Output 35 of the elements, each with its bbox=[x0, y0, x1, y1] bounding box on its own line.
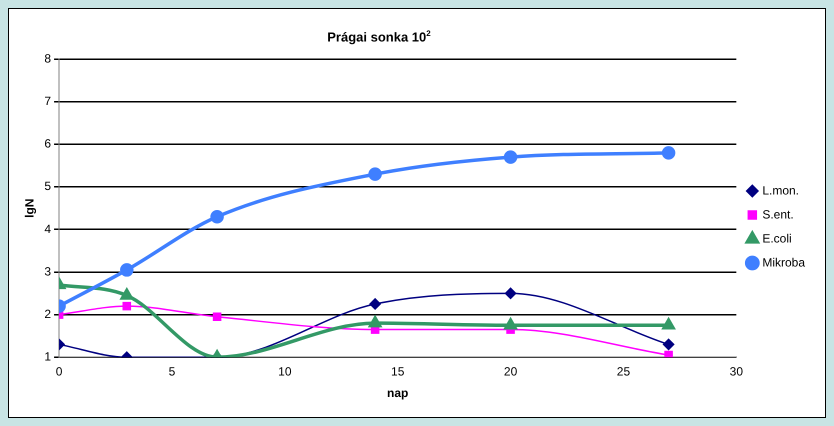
point bbox=[504, 150, 518, 164]
y-tick-label: 8 bbox=[44, 52, 52, 66]
point bbox=[212, 312, 222, 322]
chart-title: Prágai sonka 10$^{2}$ bbox=[326, 29, 432, 44]
x-tick-label: 15 bbox=[391, 364, 405, 379]
point bbox=[369, 316, 382, 328]
y-tick-label: 2 bbox=[44, 306, 52, 321]
point bbox=[210, 210, 224, 224]
point bbox=[662, 146, 676, 160]
x-tick-label: 20 bbox=[504, 364, 518, 379]
x-tick-label: 5 bbox=[168, 364, 176, 379]
point bbox=[122, 302, 132, 310]
legend-label: E.coli bbox=[762, 231, 792, 246]
point bbox=[120, 288, 133, 300]
point bbox=[369, 298, 381, 310]
point bbox=[504, 288, 516, 300]
y-tick-label: 6 bbox=[44, 136, 52, 151]
x-tick-label: 10 bbox=[278, 364, 292, 379]
legend-label: L.mon. bbox=[762, 183, 800, 198]
x-tick-label: 30 bbox=[730, 364, 744, 379]
x-tick-label: 25 bbox=[616, 364, 630, 379]
y-tick-label: 5 bbox=[44, 179, 52, 194]
point bbox=[662, 338, 674, 350]
y-tick-label: 1 bbox=[44, 350, 52, 364]
legend-label: Mikroba bbox=[762, 255, 806, 270]
point bbox=[664, 350, 673, 358]
point bbox=[368, 167, 382, 181]
y-axis-title: lgN bbox=[22, 198, 37, 218]
x-axis-title: nap bbox=[387, 386, 408, 400]
x-tick-label: 0 bbox=[56, 364, 63, 379]
y-tick-label: 3 bbox=[44, 264, 52, 278]
y-tick-label: 4 bbox=[44, 222, 52, 236]
legend-label: S.ent. bbox=[762, 207, 794, 222]
y-tick-label: 7 bbox=[44, 94, 52, 108]
point bbox=[120, 263, 134, 277]
